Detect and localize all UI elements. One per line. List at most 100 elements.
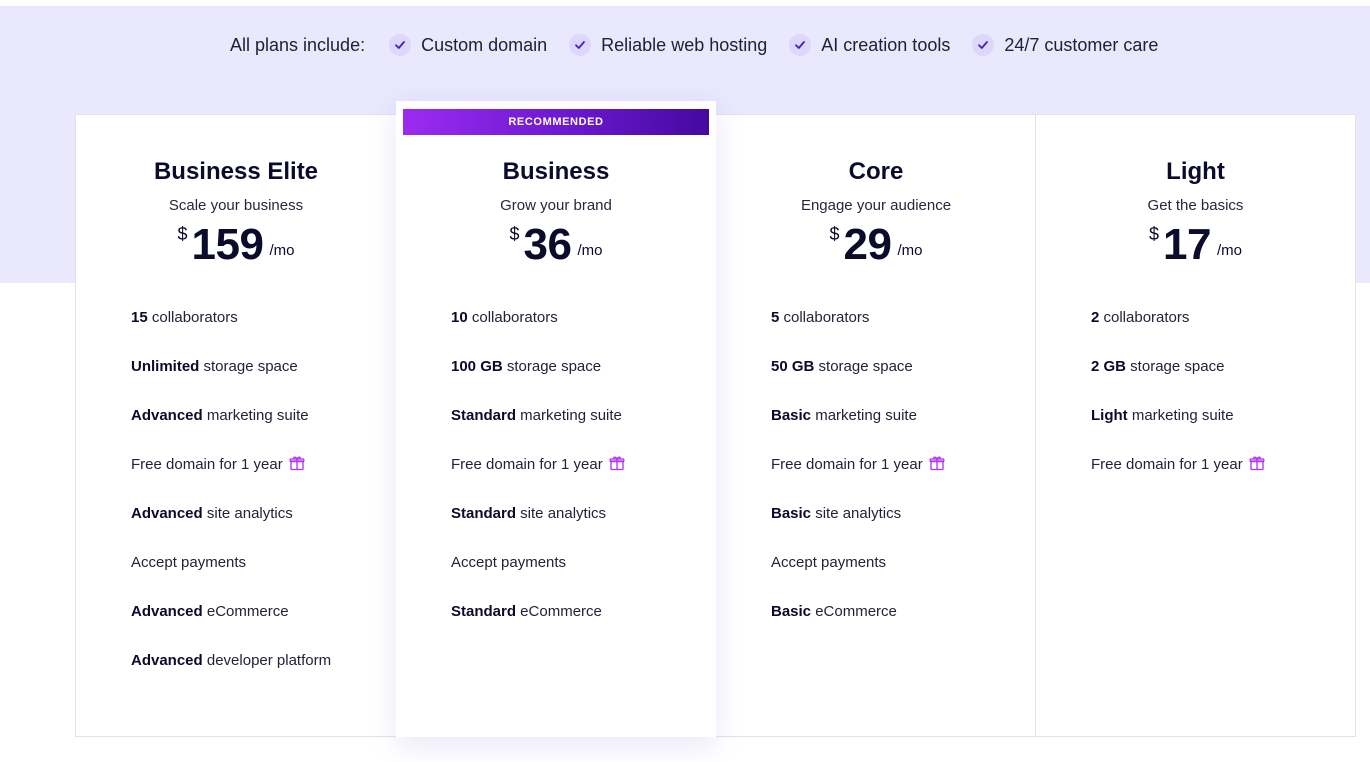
gift-icon — [929, 455, 945, 471]
feature-storage: 100 GB storage space — [451, 356, 661, 378]
price-period: /mo — [897, 242, 923, 259]
feature-text: marketing suite — [516, 407, 622, 424]
feature-free-domain: Free domain for 1 year — [131, 454, 341, 476]
feature-ecommerce: Basic eCommerce — [771, 601, 981, 623]
currency-symbol: $ — [829, 224, 840, 244]
check-icon — [569, 34, 592, 56]
recommended-badge: RECOMMENDED — [403, 109, 709, 135]
feature-text: collaborators — [147, 309, 238, 326]
feature-emphasis: 2 — [1091, 309, 1100, 326]
check-icon — [789, 34, 812, 56]
plan-card-light[interactable]: Light Get the basics $17/mo 2 collaborators… — [1035, 114, 1355, 737]
feature-site-analytics: Basic site analytics — [771, 503, 981, 525]
feature-text: Accept payments — [451, 554, 567, 571]
currency-symbol: $ — [509, 224, 520, 244]
feature-emphasis: Basic — [771, 505, 812, 522]
feature-free-domain: Free domain for 1 year — [771, 454, 981, 476]
include-item-custom-domain: Custom domain — [389, 34, 547, 56]
feature-free-domain: Free domain for 1 year — [451, 454, 661, 476]
feature-emphasis: Light — [1091, 407, 1128, 424]
feature-text: storage space — [1126, 358, 1225, 375]
feature-text: storage space — [502, 358, 602, 375]
plan-price: $159/mo — [76, 220, 396, 270]
feature-marketing-suite: Basic marketing suite — [771, 405, 981, 427]
gift-icon — [289, 455, 305, 471]
feature-emphasis: 10 — [451, 309, 468, 326]
plan-price: $17/mo — [1036, 220, 1355, 270]
feature-text: collaborators — [779, 309, 870, 326]
feature-text: Accept payments — [771, 554, 887, 571]
feature-marketing-suite: Advanced marketing suite — [131, 405, 341, 427]
feature-emphasis: 100 GB — [451, 358, 503, 375]
plan-card-business[interactable]: RECOMMENDED Business Grow your brand $36/mo… — [396, 101, 716, 737]
price-amount: 17 — [1163, 220, 1211, 269]
feature-storage: 2 GB storage space — [1091, 356, 1301, 378]
feature-emphasis: 2 GB — [1091, 358, 1127, 375]
feature-emphasis: 5 — [771, 309, 780, 326]
feature-collaborators: 15 collaborators — [131, 307, 341, 329]
price-amount: 159 — [191, 220, 264, 269]
gift-icon — [1249, 455, 1265, 471]
price-period: /mo — [1216, 242, 1242, 259]
feature-marketing-suite: Light marketing suite — [1091, 405, 1301, 427]
feature-text: Free domain for 1 year — [1091, 456, 1243, 473]
plan-name: Light — [1166, 158, 1225, 185]
feature-marketing-suite: Standard marketing suite — [451, 405, 661, 427]
plan-card-business-elite[interactable]: Business Elite Scale your business $159/mo… — [76, 114, 396, 737]
feature-text: storage space — [814, 358, 913, 375]
feature-text: site analytics — [811, 505, 902, 522]
plan-card-core[interactable]: Core Engage your audience $29/mo 5 collabor… — [716, 114, 1036, 737]
feature-text: marketing suite — [202, 407, 309, 424]
feature-text: Free domain for 1 year — [771, 456, 923, 473]
plan-subtitle: Scale your business — [168, 197, 304, 214]
feature-site-analytics: Standard site analytics — [451, 503, 661, 525]
feature-text: developer platform — [202, 652, 332, 669]
price-amount: 36 — [523, 220, 572, 269]
feature-emphasis: Basic — [771, 603, 812, 620]
check-icon — [389, 34, 412, 56]
feature-ecommerce: Advanced eCommerce — [131, 601, 341, 623]
plan-subtitle: Grow your brand — [500, 197, 612, 214]
feature-site-analytics: Advanced site analytics — [131, 503, 341, 525]
feature-developer-platform: Advanced developer platform — [131, 650, 341, 672]
feature-storage: 50 GB storage space — [771, 356, 981, 378]
feature-text: collaborators — [467, 309, 558, 326]
feature-emphasis: Basic — [771, 407, 812, 424]
feature-text: collaborators — [1099, 309, 1190, 326]
feature-storage: Unlimited storage space — [131, 356, 341, 378]
plan-name: Business Elite — [153, 158, 319, 185]
all-plans-include-bar: All plans include: Custom domain Reliabl… — [230, 33, 1180, 57]
currency-symbol: $ — [1149, 224, 1160, 244]
feature-text: eCommerce — [516, 603, 602, 620]
feature-text: marketing suite — [1127, 407, 1234, 424]
currency-symbol: $ — [177, 224, 188, 244]
plan-name: Core — [848, 158, 904, 185]
gift-icon — [609, 455, 625, 471]
feature-text: site analytics — [202, 505, 293, 522]
feature-emphasis: Advanced — [131, 652, 203, 669]
include-item-web-hosting: Reliable web hosting — [569, 34, 767, 56]
include-item-ai-tools: AI creation tools — [789, 34, 950, 56]
feature-emphasis: Unlimited — [131, 358, 200, 375]
feature-ecommerce: Standard eCommerce — [451, 601, 661, 623]
feature-accept-payments: Accept payments — [131, 552, 341, 574]
feature-collaborators: 5 collaborators — [771, 307, 981, 329]
feature-collaborators: 10 collaborators — [451, 307, 661, 329]
feature-accept-payments: Accept payments — [771, 552, 981, 574]
include-item-customer-care: 24/7 customer care — [972, 34, 1158, 56]
feature-text: marketing suite — [811, 407, 917, 424]
feature-free-domain: Free domain for 1 year — [1091, 454, 1301, 476]
feature-text: storage space — [199, 358, 298, 375]
price-period: /mo — [577, 242, 603, 259]
feature-emphasis: Standard — [451, 603, 517, 620]
feature-emphasis: 50 GB — [771, 358, 815, 375]
feature-text: eCommerce — [202, 603, 289, 620]
feature-text: eCommerce — [811, 603, 897, 620]
feature-emphasis: Advanced — [131, 505, 203, 522]
feature-text: site analytics — [516, 505, 607, 522]
includes-label: All plans include: — [230, 34, 366, 55]
feature-emphasis: 15 — [131, 309, 148, 326]
plan-name: Business — [502, 158, 610, 185]
feature-text: Free domain for 1 year — [131, 456, 283, 473]
feature-collaborators: 2 collaborators — [1091, 307, 1301, 329]
